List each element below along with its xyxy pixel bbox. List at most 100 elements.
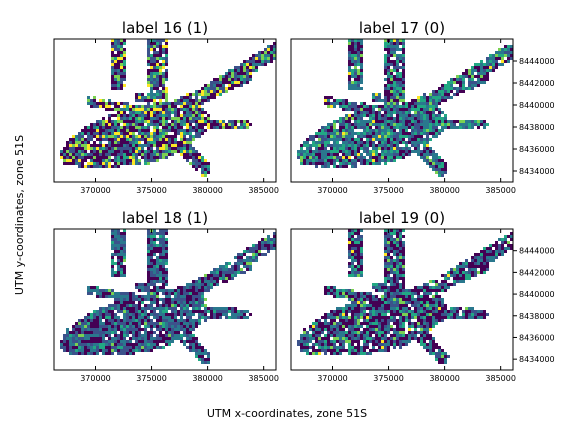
heatmap-cell xyxy=(348,232,351,235)
heatmap-cell xyxy=(384,229,387,232)
heatmap-cell xyxy=(429,310,432,313)
heatmap-cell xyxy=(324,132,327,135)
heatmap-cell xyxy=(120,42,123,45)
heatmap-cell xyxy=(144,337,147,340)
heatmap-cell xyxy=(309,153,312,156)
heatmap-cell xyxy=(342,337,345,340)
heatmap-cell xyxy=(126,144,129,147)
heatmap-cell xyxy=(360,262,363,265)
heatmap-cell xyxy=(126,295,129,298)
heatmap-cell xyxy=(408,310,411,313)
heatmap-cell xyxy=(198,298,201,301)
heatmap-cell xyxy=(84,132,87,135)
heatmap-cell xyxy=(231,265,234,268)
heatmap-cell xyxy=(369,150,372,153)
heatmap-cell xyxy=(255,60,258,63)
heatmap-cell xyxy=(120,301,123,304)
heatmap-cell xyxy=(123,117,126,120)
heatmap-cell xyxy=(156,292,159,295)
heatmap-cell xyxy=(372,150,375,153)
heatmap-cell xyxy=(450,84,453,87)
heatmap-cell xyxy=(384,156,387,159)
heatmap-cell xyxy=(138,328,141,331)
heatmap-cell xyxy=(153,63,156,66)
heatmap-cell xyxy=(387,120,390,123)
heatmap-cell xyxy=(156,102,159,105)
heatmap-cell xyxy=(393,304,396,307)
heatmap-cell xyxy=(123,352,126,355)
heatmap-cell xyxy=(144,129,147,132)
heatmap-cell xyxy=(162,126,165,129)
heatmap-cell xyxy=(162,114,165,117)
heatmap-cell xyxy=(402,301,405,304)
heatmap-cell xyxy=(438,319,441,322)
heatmap-cell xyxy=(138,159,141,162)
heatmap-cell xyxy=(141,123,144,126)
heatmap-cell xyxy=(105,331,108,334)
heatmap-cell xyxy=(111,244,114,247)
heatmap-cell xyxy=(477,316,480,319)
heatmap-cell xyxy=(393,54,396,57)
heatmap-cell xyxy=(381,105,384,108)
heatmap-cell xyxy=(402,277,405,280)
heatmap-cell xyxy=(147,84,150,87)
heatmap-cell xyxy=(336,316,339,319)
heatmap-cell xyxy=(501,60,504,63)
heatmap-cell xyxy=(120,129,123,132)
heatmap-cell xyxy=(162,346,165,349)
heatmap-cell xyxy=(324,156,327,159)
heatmap-cell xyxy=(114,274,117,277)
heatmap-cell xyxy=(117,57,120,60)
heatmap-cell xyxy=(189,343,192,346)
heatmap-cell xyxy=(174,295,177,298)
heatmap-cell xyxy=(117,265,120,268)
heatmap-cell xyxy=(351,346,354,349)
heatmap-cell xyxy=(147,138,150,141)
heatmap-cell xyxy=(360,156,363,159)
heatmap-cell xyxy=(135,144,138,147)
heatmap-cell xyxy=(165,277,168,280)
heatmap-cell xyxy=(102,343,105,346)
heatmap-cell xyxy=(186,310,189,313)
heatmap-cell xyxy=(66,343,69,346)
heatmap-cell xyxy=(360,325,363,328)
heatmap-cell xyxy=(390,132,393,135)
y-tick-label: 8440000 xyxy=(519,101,555,110)
heatmap-cell xyxy=(165,87,168,90)
heatmap-cell xyxy=(123,54,126,57)
heatmap-cell xyxy=(114,150,117,153)
heatmap-cell xyxy=(96,165,99,168)
heatmap-cell xyxy=(117,126,120,129)
heatmap-cell xyxy=(111,54,114,57)
heatmap-cell xyxy=(87,99,90,102)
heatmap-cell xyxy=(120,250,123,253)
heatmap-cell xyxy=(366,135,369,138)
heatmap-cell xyxy=(396,57,399,60)
heatmap-cell xyxy=(108,307,111,310)
heatmap-cell xyxy=(99,102,102,105)
heatmap-cell xyxy=(132,159,135,162)
heatmap-cell xyxy=(402,235,405,238)
heatmap-cell xyxy=(120,298,123,301)
heatmap-cell xyxy=(273,51,276,54)
heatmap-cell xyxy=(429,286,432,289)
heatmap-cell xyxy=(147,96,150,99)
heatmap-cell xyxy=(114,262,117,265)
heatmap-cell xyxy=(435,120,438,123)
heatmap-cell xyxy=(117,102,120,105)
heatmap-cell xyxy=(387,349,390,352)
heatmap-cell xyxy=(249,69,252,72)
heatmap-cell xyxy=(453,274,456,277)
heatmap-cell xyxy=(198,310,201,313)
heatmap-cell xyxy=(267,51,270,54)
heatmap-cell xyxy=(303,340,306,343)
heatmap-cell xyxy=(162,250,165,253)
heatmap-cell xyxy=(501,48,504,51)
heatmap-cell xyxy=(105,126,108,129)
heatmap-cell xyxy=(399,289,402,292)
heatmap-cell xyxy=(129,349,132,352)
heatmap-cell xyxy=(162,123,165,126)
heatmap-cell xyxy=(168,153,171,156)
heatmap-cell xyxy=(465,277,468,280)
heatmap-cell xyxy=(228,262,231,265)
